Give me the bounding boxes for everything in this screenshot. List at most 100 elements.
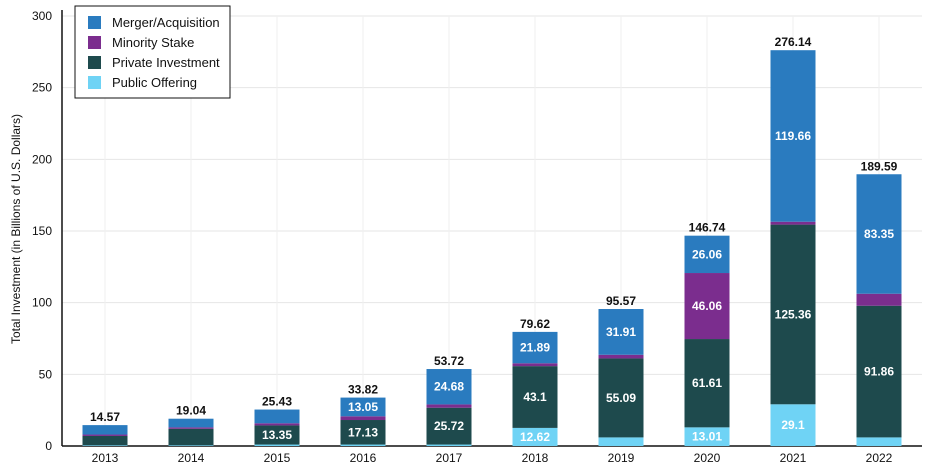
x-tick-label: 2019 <box>608 451 635 465</box>
bar-total-label: 95.57 <box>606 294 636 308</box>
legend-swatch <box>88 36 101 49</box>
segment-value-label: 46.06 <box>692 299 722 313</box>
segment-value-label: 91.86 <box>864 365 894 379</box>
bar-segment-public-offering <box>684 427 730 446</box>
bar-segment-public-offering <box>82 445 128 446</box>
bar-segment-minority-stake <box>770 221 816 225</box>
bar-segment-public-offering <box>598 437 644 446</box>
segment-value-label: 21.89 <box>520 341 550 355</box>
bar-segment-merger-acquisition <box>426 369 472 405</box>
segment-value-label: 55.09 <box>606 391 636 405</box>
bar-segment-public-offering <box>426 444 472 446</box>
bar-segment-minority-stake <box>512 363 558 367</box>
bar-segment-merger-acquisition <box>82 425 128 435</box>
bar-segment-minority-stake <box>856 293 902 306</box>
y-tick-label: 150 <box>32 224 52 238</box>
y-tick-label: 0 <box>45 439 52 453</box>
x-tick-label: 2022 <box>866 451 893 465</box>
bar-segment-private-investment <box>254 425 300 445</box>
y-axis-label: Total Investment (in Billions of U.S. Do… <box>9 114 23 344</box>
bar-segment-private-investment <box>512 366 558 428</box>
y-tick-label: 100 <box>32 296 52 310</box>
x-tick-label: 2014 <box>178 451 205 465</box>
bar-segment-merger-acquisition <box>684 235 730 274</box>
axis-layer: 0 50 100 150 200 250 300 2013 2014 2015 2016 2017 20… <box>32 9 922 465</box>
bar-total-label: 14.57 <box>90 410 120 424</box>
legend-entry: Private Investment <box>112 55 220 70</box>
legend-entry: Merger/Acquisition <box>112 15 220 30</box>
bar-segment-minority-stake <box>598 354 644 359</box>
x-tick-label: 2013 <box>92 451 119 465</box>
bar-segment-public-offering <box>340 444 386 446</box>
segment-value-label: 43.1 <box>523 390 547 404</box>
y-tick-label: 300 <box>32 9 52 23</box>
bar-total-label: 19.04 <box>176 404 206 418</box>
bar-segment-minority-stake <box>426 404 472 408</box>
bar-segment-merger-acquisition <box>340 397 386 417</box>
segment-value-label: 24.68 <box>434 380 464 394</box>
segment-value-label: 17.13 <box>348 425 378 439</box>
y-tick-label: 200 <box>32 152 52 166</box>
segment-value-label: 119.66 <box>775 129 811 143</box>
x-tick-label: 2015 <box>264 451 291 465</box>
segment-value-label: 13.35 <box>262 428 292 442</box>
bar-segment-merger-acquisition <box>598 309 644 355</box>
bar-total-label: 189.59 <box>861 159 898 173</box>
legend-entry: Public Offering <box>112 75 197 90</box>
x-tick-label: 2017 <box>436 451 463 465</box>
segment-value-label: 26.06 <box>692 247 722 261</box>
segment-value-label: 12.62 <box>520 430 550 444</box>
x-tick-label: 2018 <box>522 451 549 465</box>
bar-segment-merger-acquisition <box>856 174 902 294</box>
bar-segment-private-investment <box>598 358 644 438</box>
bar-segment-minority-stake <box>684 273 730 340</box>
segment-value-label: 25.72 <box>434 419 464 433</box>
bar-segment-private-investment <box>340 420 386 445</box>
bar-segment-public-offering <box>512 427 558 446</box>
bar-segment-public-offering <box>856 437 902 446</box>
x-tick-label: 2020 <box>694 451 721 465</box>
x-tick-label: 2021 <box>780 451 807 465</box>
y-tick-label: 50 <box>39 367 53 381</box>
bar-segment-merger-acquisition <box>770 50 816 222</box>
bar-segment-private-investment <box>770 224 816 405</box>
legend: Merger/Acquisition Minority Stake Private … <box>74 5 231 99</box>
bar-segment-public-offering <box>168 445 214 446</box>
segment-value-label: 31.91 <box>606 325 636 339</box>
bar-segment-private-investment <box>426 407 472 445</box>
y-tick-label: 250 <box>32 81 52 95</box>
segment-value-label: 29.1 <box>781 418 805 432</box>
bars-layer <box>82 50 902 446</box>
x-tick-label: 2016 <box>350 451 377 465</box>
bar-segment-minority-stake <box>82 434 128 436</box>
bar-segment-private-investment <box>82 435 128 446</box>
bar-segment-public-offering <box>254 444 300 446</box>
bar-segment-merger-acquisition <box>168 418 214 428</box>
legend-swatch <box>88 16 101 29</box>
bar-segment-minority-stake <box>340 416 386 421</box>
segment-value-label: 125.36 <box>775 307 812 321</box>
segment-value-label: 13.01 <box>692 430 722 444</box>
bar-total-label: 33.82 <box>348 383 378 397</box>
bar-segment-public-offering <box>770 404 816 446</box>
bar-total-label: 276.14 <box>775 35 812 49</box>
bar-segment-private-investment <box>856 305 902 438</box>
bar-segment-private-investment <box>168 428 214 446</box>
labels-layer: 14.57 19.04 13.35 25.43 17.13 13.05 33.82 25.72… <box>90 35 898 444</box>
bar-total-label: 79.62 <box>520 317 550 331</box>
legend-swatch <box>88 56 101 69</box>
bar-segment-merger-acquisition <box>512 331 558 364</box>
bar-segment-merger-acquisition <box>254 409 300 424</box>
legend-swatch <box>88 76 101 89</box>
legend-entry: Minority Stake <box>112 35 194 50</box>
bar-segment-minority-stake <box>168 427 214 429</box>
bar-total-label: 25.43 <box>262 395 292 409</box>
bar-segment-private-investment <box>684 339 730 428</box>
segment-value-label: 61.61 <box>692 376 722 390</box>
bar-segment-minority-stake <box>254 423 300 426</box>
bar-total-label: 53.72 <box>434 354 464 368</box>
segment-value-label: 83.35 <box>864 227 894 241</box>
segment-value-label: 13.05 <box>348 400 378 414</box>
